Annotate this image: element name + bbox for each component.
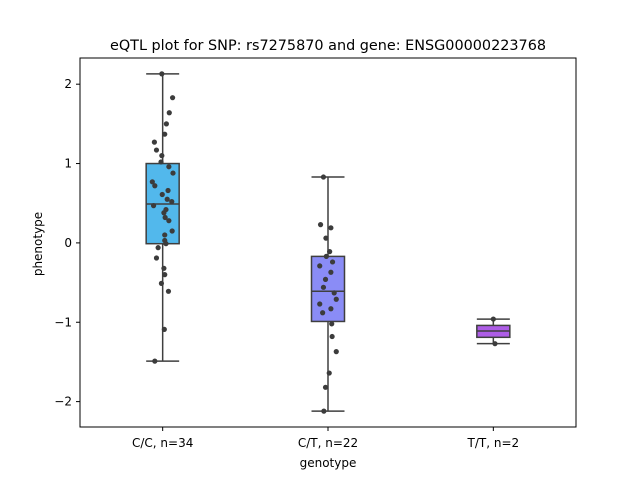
data-point [162,214,168,221]
data-point [328,269,334,275]
data-point [317,263,323,269]
data-point [158,159,164,165]
box-group [310,176,346,412]
y-tick-label: 0 [64,236,72,250]
data-point [322,276,329,282]
data-point [149,179,155,185]
box-body [310,255,346,323]
x-tick-label: C/T, n=22 [298,436,358,450]
point-group [149,71,176,364]
data-point [492,341,498,347]
data-point [153,255,160,261]
data-point [166,164,172,170]
data-point [331,290,337,296]
data-point [321,408,327,414]
data-point [320,174,327,180]
data-point [165,187,171,194]
data-point [169,228,175,234]
data-point [150,203,157,209]
data-point [323,253,329,259]
data-point [153,147,160,153]
point-group [317,174,339,414]
data-point [326,370,332,376]
data-point [152,183,158,189]
data-point [490,316,496,322]
chart-title: eQTL plot for SNP: rs7275870 and gene: E… [110,38,546,54]
data-point [322,384,329,390]
data-point [161,210,167,216]
data-point [323,235,329,241]
data-point [159,191,165,198]
plot-layer [145,71,511,414]
data-point [317,222,324,228]
x-axis-label: genotype [300,456,357,470]
data-point [162,272,168,278]
data-point [165,288,172,294]
data-point [162,131,168,137]
data-point [161,326,167,332]
data-point [164,196,170,202]
data-point [161,265,167,271]
data-point [320,284,327,290]
data-point [329,259,336,265]
data-point [152,358,158,364]
data-point [320,310,326,316]
data-point [158,280,165,286]
data-point [170,170,176,176]
point-group [490,316,498,347]
data-point [166,110,172,116]
data-point [328,306,334,312]
data-point [333,296,339,302]
x-tick-label: T/T, n=2 [467,436,520,450]
y-tick-label: −1 [54,315,72,329]
y-tick-label: −2 [54,395,72,409]
data-point [327,249,333,255]
axes-layer: −2 −1 0 1 2 C/C, n=34 C/T, n=22 T/T, n=2 [54,57,577,450]
y-axis-label: phenotype [31,212,45,276]
data-point [159,71,165,77]
data-point [317,301,323,307]
data-point [169,199,175,205]
data-point [329,321,335,327]
y-tick-label: 1 [64,157,72,171]
data-point [333,349,339,355]
data-point [329,333,335,340]
data-point [163,241,169,247]
data-point [169,95,176,101]
data-point [166,218,172,224]
data-point [328,225,334,231]
x-tick-label: C/C, n=34 [132,436,193,450]
data-point [151,139,157,145]
y-tick-label: 2 [64,77,72,91]
data-point [159,153,165,159]
data-point [162,232,168,238]
data-point [163,121,169,127]
data-point [155,245,161,251]
